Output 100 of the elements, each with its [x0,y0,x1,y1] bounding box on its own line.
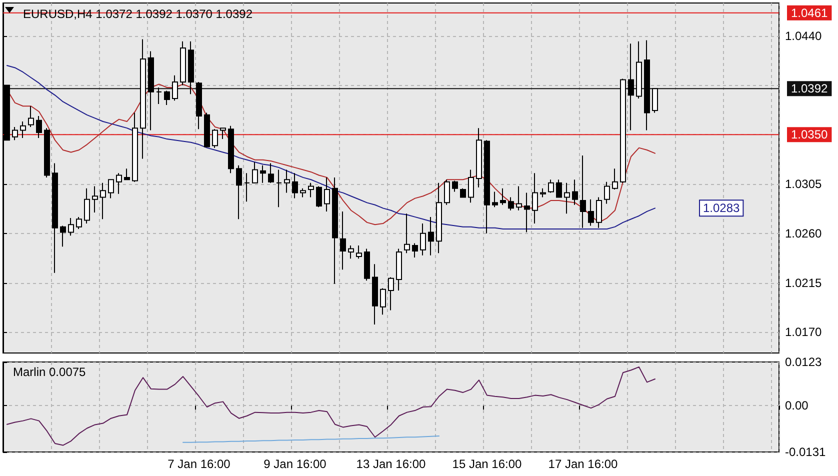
candlestick [212,128,218,148]
candlestick [140,38,146,160]
x-tick-label: 15 Jan 16:00 [452,457,522,471]
candlestick [652,88,658,114]
candlestick [452,180,458,192]
candlestick [380,288,386,316]
candlestick [12,126,18,141]
candlestick [572,179,578,206]
candlestick [68,218,74,236]
candlestick [340,210,346,270]
candlestick [604,181,610,204]
candlestick [156,86,162,104]
y-tick-label: 0.00 [785,398,809,413]
candlestick [196,81,202,130]
y-tick-label: 1.0440 [785,28,822,43]
x-tick-label: 13 Jan 16:00 [356,457,426,471]
y-tick-label: 1.0215 [785,276,822,290]
candlestick [412,242,418,258]
candlestick [348,244,354,260]
candlestick [276,169,282,208]
candlestick [116,172,122,194]
candlestick [588,198,594,226]
candlestick [284,169,290,194]
y-tick-label: 1.0170 [785,325,822,340]
candlestick [180,40,186,86]
candlestick [268,162,274,184]
candlestick [300,188,306,198]
y-tick-label: 1.0260 [785,226,822,240]
ref-line-label: 1.0392 [791,82,828,96]
candlestick [612,168,618,190]
candlestick [372,264,378,325]
candlestick [164,90,170,106]
candlestick [44,128,50,178]
candlestick [580,155,586,228]
candlestick [92,186,98,214]
candlestick [356,244,362,260]
y-tick-label: 0.0123 [785,355,822,369]
annotation: 1.0283 [703,201,740,216]
candlestick [28,106,34,128]
candlestick [76,216,82,230]
ref-line-label: 1.0350 [791,128,828,142]
candlestick [100,182,106,220]
candlestick [420,223,426,256]
candlestick [316,186,322,208]
candlestick [292,172,298,199]
candlestick [220,128,226,140]
x-tick-label: 9 Jan 16:00 [264,457,327,471]
candlestick [396,248,402,291]
candlestick [484,140,490,234]
candlestick [260,164,266,184]
candlestick [36,116,42,138]
chart-title: Marlin 0.0075 [13,365,86,379]
candlestick [460,188,466,198]
x-tick-label: 7 Jan 16:00 [168,457,231,471]
candlestick [52,162,58,274]
candlestick [492,191,498,208]
candlestick [556,179,562,198]
candlestick [636,40,642,99]
line-series [182,436,440,443]
candlestick [532,172,538,224]
candlestick [308,182,314,198]
candlestick [564,182,570,214]
candlestick [548,179,554,194]
candlestick [644,40,650,131]
y-tick-label: -0.0131 [785,445,826,459]
candlestick [60,225,66,248]
candlestick [324,176,330,212]
candlestick [596,196,602,228]
candlestick [428,216,434,256]
candlestick [20,120,26,138]
candlestick [468,169,474,204]
candlestick [444,179,450,206]
candlestick [236,164,242,220]
candlestick [244,172,250,202]
candlestick [500,188,506,206]
candlestick [388,276,394,311]
candlestick [476,128,482,188]
candlestick [628,43,634,131]
candlestick [508,196,514,211]
candlestick [364,248,370,282]
candlestick [252,162,258,184]
candlestick [436,182,442,254]
candlestick [132,112,138,182]
candlestick [124,168,130,180]
candlestick [108,179,114,199]
candlestick [620,78,626,184]
candlestick [204,112,210,148]
x-tick-label: 17 Jan 16:00 [548,457,618,471]
y-tick-label: 1.0305 [785,177,822,192]
candlestick [84,188,90,224]
ref-line-label: 1.0461 [791,6,828,20]
candlestick [228,125,234,174]
candlestick [516,186,522,211]
candlestick [540,188,546,198]
candlestick [332,176,338,284]
candlestick [524,192,530,233]
candlestick [188,40,194,95]
candlestick [404,213,410,254]
candlestick [148,50,154,131]
line-series [6,366,656,446]
